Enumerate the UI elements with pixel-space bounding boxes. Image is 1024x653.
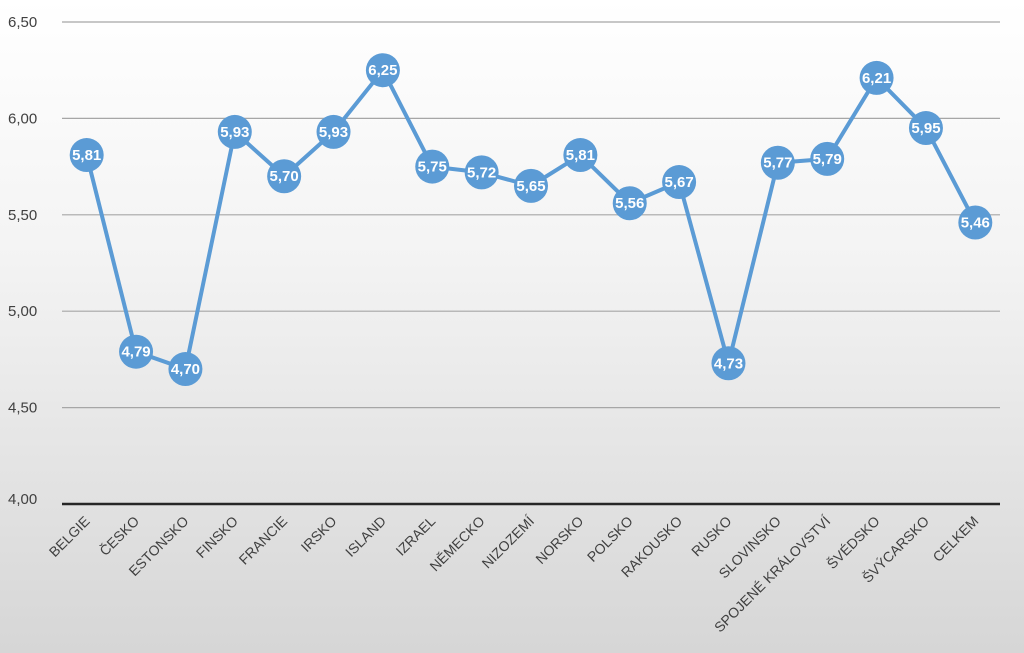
data-label: 4,73: [714, 355, 743, 372]
data-label: 5,81: [72, 147, 101, 164]
series-line: [84, 68, 978, 372]
data-point: [316, 114, 351, 149]
data-point: [760, 145, 795, 180]
x-category-label: ČESKO: [96, 513, 142, 559]
data-label: 5,93: [220, 124, 249, 141]
data-label: 6,21: [862, 70, 891, 87]
data-label: 5,79: [813, 151, 842, 168]
data-point: [612, 186, 647, 221]
data-label: 5,95: [911, 120, 940, 137]
data-label: 6,25: [368, 62, 397, 79]
data-point: [859, 60, 894, 95]
data-label: 5,77: [763, 155, 792, 172]
x-category-label: ISLAND: [342, 513, 389, 560]
y-tick-label: 6,50: [8, 14, 37, 31]
data-point: [464, 155, 499, 190]
data-point: [711, 346, 746, 381]
data-point: [415, 149, 450, 184]
y-axis-tick-labels: 4,00 4,50 5,00 5,50 6,00 6,50: [8, 14, 37, 508]
x-category-label: NIZOZEMÍ: [479, 513, 538, 572]
data-point: [365, 53, 400, 88]
data-label: 5,56: [615, 195, 644, 212]
y-tick-label: 5,00: [8, 303, 37, 320]
x-category-label: BELGIE: [46, 513, 93, 560]
y-tick-label: 5,50: [8, 207, 37, 224]
data-point: [810, 141, 845, 176]
data-point: [662, 165, 697, 200]
x-category-label: POLSKO: [584, 513, 636, 565]
data-label: 5,93: [319, 124, 348, 141]
data-point: [908, 111, 943, 146]
data-label: 5,75: [418, 159, 447, 176]
x-category-label: FINSKO: [193, 513, 241, 561]
data-point: [267, 159, 302, 194]
data-point: [69, 138, 104, 173]
data-point: [563, 138, 598, 173]
data-markers: [69, 53, 993, 387]
data-point: [958, 205, 993, 240]
data-labels: 5,81 4,79 4,70 5,93 5,70 5,93 6,25 5,75 5,72 5,65…: [72, 62, 990, 378]
data-label: 4,70: [171, 361, 200, 378]
x-category-label: CELKEM: [929, 513, 981, 565]
data-label: 5,81: [566, 147, 595, 164]
data-point: [217, 114, 252, 149]
data-label: 5,67: [665, 174, 694, 191]
data-label: 5,72: [467, 164, 496, 181]
x-category-label: IZRAEL: [392, 513, 438, 559]
data-label: 5,70: [270, 168, 299, 185]
data-point: [168, 352, 203, 387]
x-category-label: RUSKO: [688, 513, 735, 560]
y-tick-label: 6,00: [8, 110, 37, 127]
series-line-group: [84, 68, 978, 372]
y-tick-label: 4,50: [8, 400, 37, 417]
data-label: 5,65: [516, 178, 545, 195]
y-tick-label: 4,00: [8, 491, 37, 508]
gridlines: [62, 21, 1000, 506]
x-category-label: NORSKO: [532, 513, 586, 567]
data-label: 4,79: [121, 344, 150, 361]
x-category-label: FRANCIE: [236, 513, 291, 568]
data-point: [119, 334, 154, 369]
data-point: [514, 168, 548, 203]
x-category-label: IRSKO: [298, 513, 340, 555]
data-label: 5,46: [961, 215, 990, 232]
